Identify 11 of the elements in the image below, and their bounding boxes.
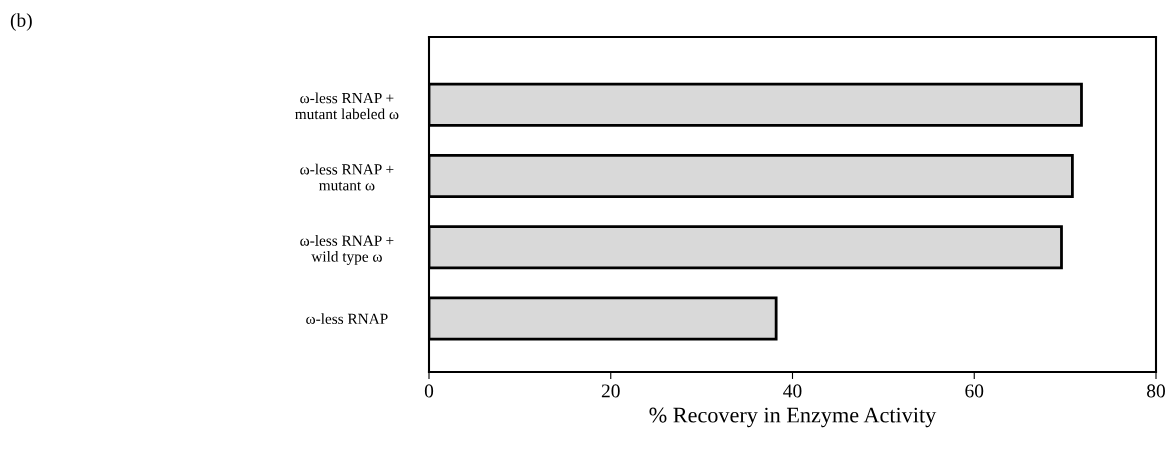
x-tick-label: 0 — [424, 384, 434, 398]
x-tick-label: 40 — [783, 384, 802, 398]
x-tick-label: 60 — [965, 384, 984, 398]
x-axis-title: % Recovery in Enzyme Activity — [649, 407, 937, 428]
y-tick-label: ω-less RNAP — [306, 313, 388, 324]
text: (b) — [10, 13, 32, 31]
x-tick-label: 80 — [1147, 384, 1165, 398]
y-tick-label: ω-less RNAP + wild type ω — [300, 235, 394, 265]
y-tick-label: ω-less RNAP + mutant labeled ω — [295, 92, 399, 120]
x-tick-label: 20 — [601, 384, 620, 398]
y-tick-label: ω-less RNAP + mutant ω — [300, 163, 394, 191]
